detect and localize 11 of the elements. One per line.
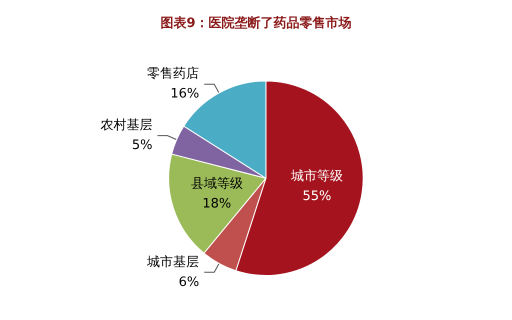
slice-label: 城市基层 <box>146 254 200 270</box>
slice-label: 零售药店 <box>147 66 200 82</box>
slice-label: 农村基层 <box>100 118 152 134</box>
slice-label: 县域等级 <box>190 176 243 192</box>
data-label: 5% <box>132 138 152 154</box>
data-label: 55% <box>302 188 332 204</box>
chart-title: 图表9：医院垄断了药品零售市场 <box>160 15 352 31</box>
data-label: 16% <box>170 86 200 102</box>
slice-label: 城市等级 <box>290 168 343 184</box>
data-label: 6% <box>178 274 200 290</box>
data-label: 18% <box>202 196 232 212</box>
